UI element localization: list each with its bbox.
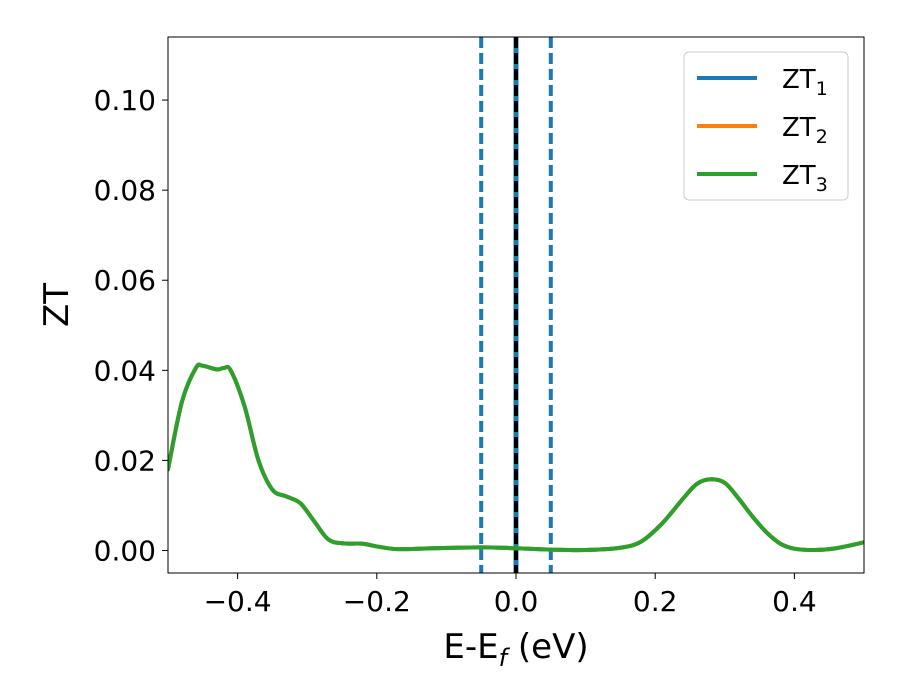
x-tick-label: 0.2 (633, 585, 678, 618)
y-tick-label: 0.10 (94, 84, 156, 117)
legend-label-2: ZT2 (782, 113, 828, 148)
x-axis-title-unit: (eV) (507, 627, 589, 667)
y-tick-label: 0.00 (94, 534, 156, 567)
legend-label-3: ZT3 (782, 161, 828, 196)
x-axis-title: E-Ef (eV) (443, 627, 588, 672)
x-axis-title-main: E-E (443, 627, 498, 667)
x-axis: −0.4 −0.2 0.0 0.2 0.4 (204, 573, 817, 618)
y-axis-title: ZT (37, 283, 77, 327)
y-tick-label: 0.02 (94, 444, 156, 477)
series-line-3 (168, 362, 864, 553)
y-tick-label: 0.08 (94, 174, 156, 207)
x-tick-label: 0.0 (494, 585, 539, 618)
series-group (168, 362, 864, 553)
legend-box (683, 51, 849, 201)
legend-label-1: ZT1 (782, 65, 828, 100)
y-axis: 0.00 0.02 0.04 0.06 0.08 0.10 (94, 84, 168, 567)
x-tick-label: −0.2 (343, 585, 411, 618)
legend: ZT1 ZT2 ZT3 (683, 51, 849, 201)
x-tick-label: −0.4 (204, 585, 272, 618)
y-tick-label: 0.04 (94, 354, 156, 387)
reference-lines (479, 37, 553, 573)
x-tick-label: 0.4 (772, 585, 817, 618)
y-tick-label: 0.06 (94, 264, 156, 297)
